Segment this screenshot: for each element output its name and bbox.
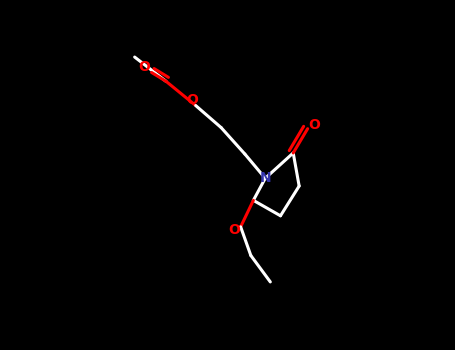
Text: O: O [308,118,320,132]
Text: O: O [138,60,150,74]
Text: O: O [228,223,240,237]
Text: O: O [186,93,198,107]
Text: N: N [259,171,271,185]
